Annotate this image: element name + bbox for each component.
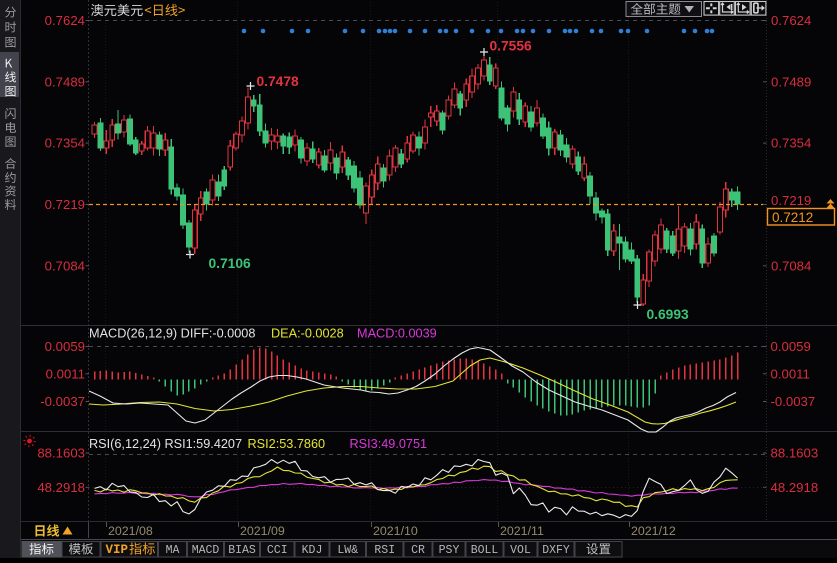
svg-text:RSI3:49.0751: RSI3:49.0751 — [350, 437, 428, 451]
svg-text:0.0059: 0.0059 — [771, 339, 811, 354]
svg-text:BOLL: BOLL — [471, 544, 499, 557]
svg-text:MA: MA — [166, 544, 180, 557]
svg-text:PSY: PSY — [439, 544, 460, 557]
svg-text:0.7084: 0.7084 — [45, 258, 85, 273]
svg-text:RSI2:53.7860: RSI2:53.7860 — [248, 437, 326, 451]
svg-text:2021/12: 2021/12 — [631, 524, 676, 538]
svg-text:0.7084: 0.7084 — [771, 258, 811, 273]
svg-text:CR: CR — [411, 544, 425, 557]
svg-text:VIP: VIP — [106, 543, 129, 557]
svg-text:MACD(26,12,9) DIFF:-0.0008: MACD(26,12,9) DIFF:-0.0008 — [89, 327, 255, 341]
svg-text:DEA:-0.0028: DEA:-0.0028 — [271, 327, 344, 341]
svg-text:-0.0037: -0.0037 — [771, 394, 816, 409]
svg-text:88.1603: 88.1603 — [37, 446, 85, 461]
svg-text:BIAS: BIAS — [228, 544, 256, 557]
svg-text:88.1603: 88.1603 — [771, 446, 819, 461]
svg-text:0.7106: 0.7106 — [209, 256, 252, 271]
svg-text:0.7212: 0.7212 — [772, 210, 813, 225]
svg-text:2021/10: 2021/10 — [373, 524, 418, 538]
svg-text:0.7489: 0.7489 — [45, 74, 85, 89]
svg-text:0.0011: 0.0011 — [46, 366, 85, 381]
svg-text:CCI: CCI — [267, 544, 288, 557]
svg-text:0.7478: 0.7478 — [257, 74, 300, 89]
svg-text:0.7219: 0.7219 — [771, 193, 811, 208]
svg-text:0.7489: 0.7489 — [771, 74, 811, 89]
svg-text:RSI(6,12,24) RSI1:59.4207: RSI(6,12,24) RSI1:59.4207 — [89, 437, 242, 451]
svg-text:0.7624: 0.7624 — [771, 13, 811, 28]
svg-text:48.2918: 48.2918 — [37, 480, 85, 495]
svg-text:0.7556: 0.7556 — [490, 39, 533, 54]
svg-text:0.7354: 0.7354 — [45, 136, 85, 151]
svg-text:48.2918: 48.2918 — [771, 480, 819, 495]
svg-text:VOL: VOL — [510, 544, 531, 557]
svg-text:LW&: LW& — [337, 544, 358, 557]
svg-text:0.6993: 0.6993 — [647, 307, 690, 322]
svg-text:0.7219: 0.7219 — [45, 197, 85, 212]
svg-text:0.7354: 0.7354 — [771, 136, 811, 151]
svg-text:2021/11: 2021/11 — [500, 524, 544, 538]
svg-text:MACD:0.0039: MACD:0.0039 — [357, 327, 437, 341]
svg-text:DXFY: DXFY — [542, 544, 570, 557]
svg-text:RSI: RSI — [374, 544, 395, 557]
svg-text:0.0059: 0.0059 — [45, 339, 85, 354]
svg-text:2021/09: 2021/09 — [240, 524, 285, 538]
svg-text:KDJ: KDJ — [302, 544, 323, 557]
svg-text:-0.0037: -0.0037 — [40, 394, 85, 409]
svg-text:2021/08: 2021/08 — [108, 524, 153, 538]
svg-text:MACD: MACD — [192, 544, 220, 557]
svg-text:0.7624: 0.7624 — [45, 13, 85, 28]
svg-text:0.0011: 0.0011 — [771, 366, 810, 381]
